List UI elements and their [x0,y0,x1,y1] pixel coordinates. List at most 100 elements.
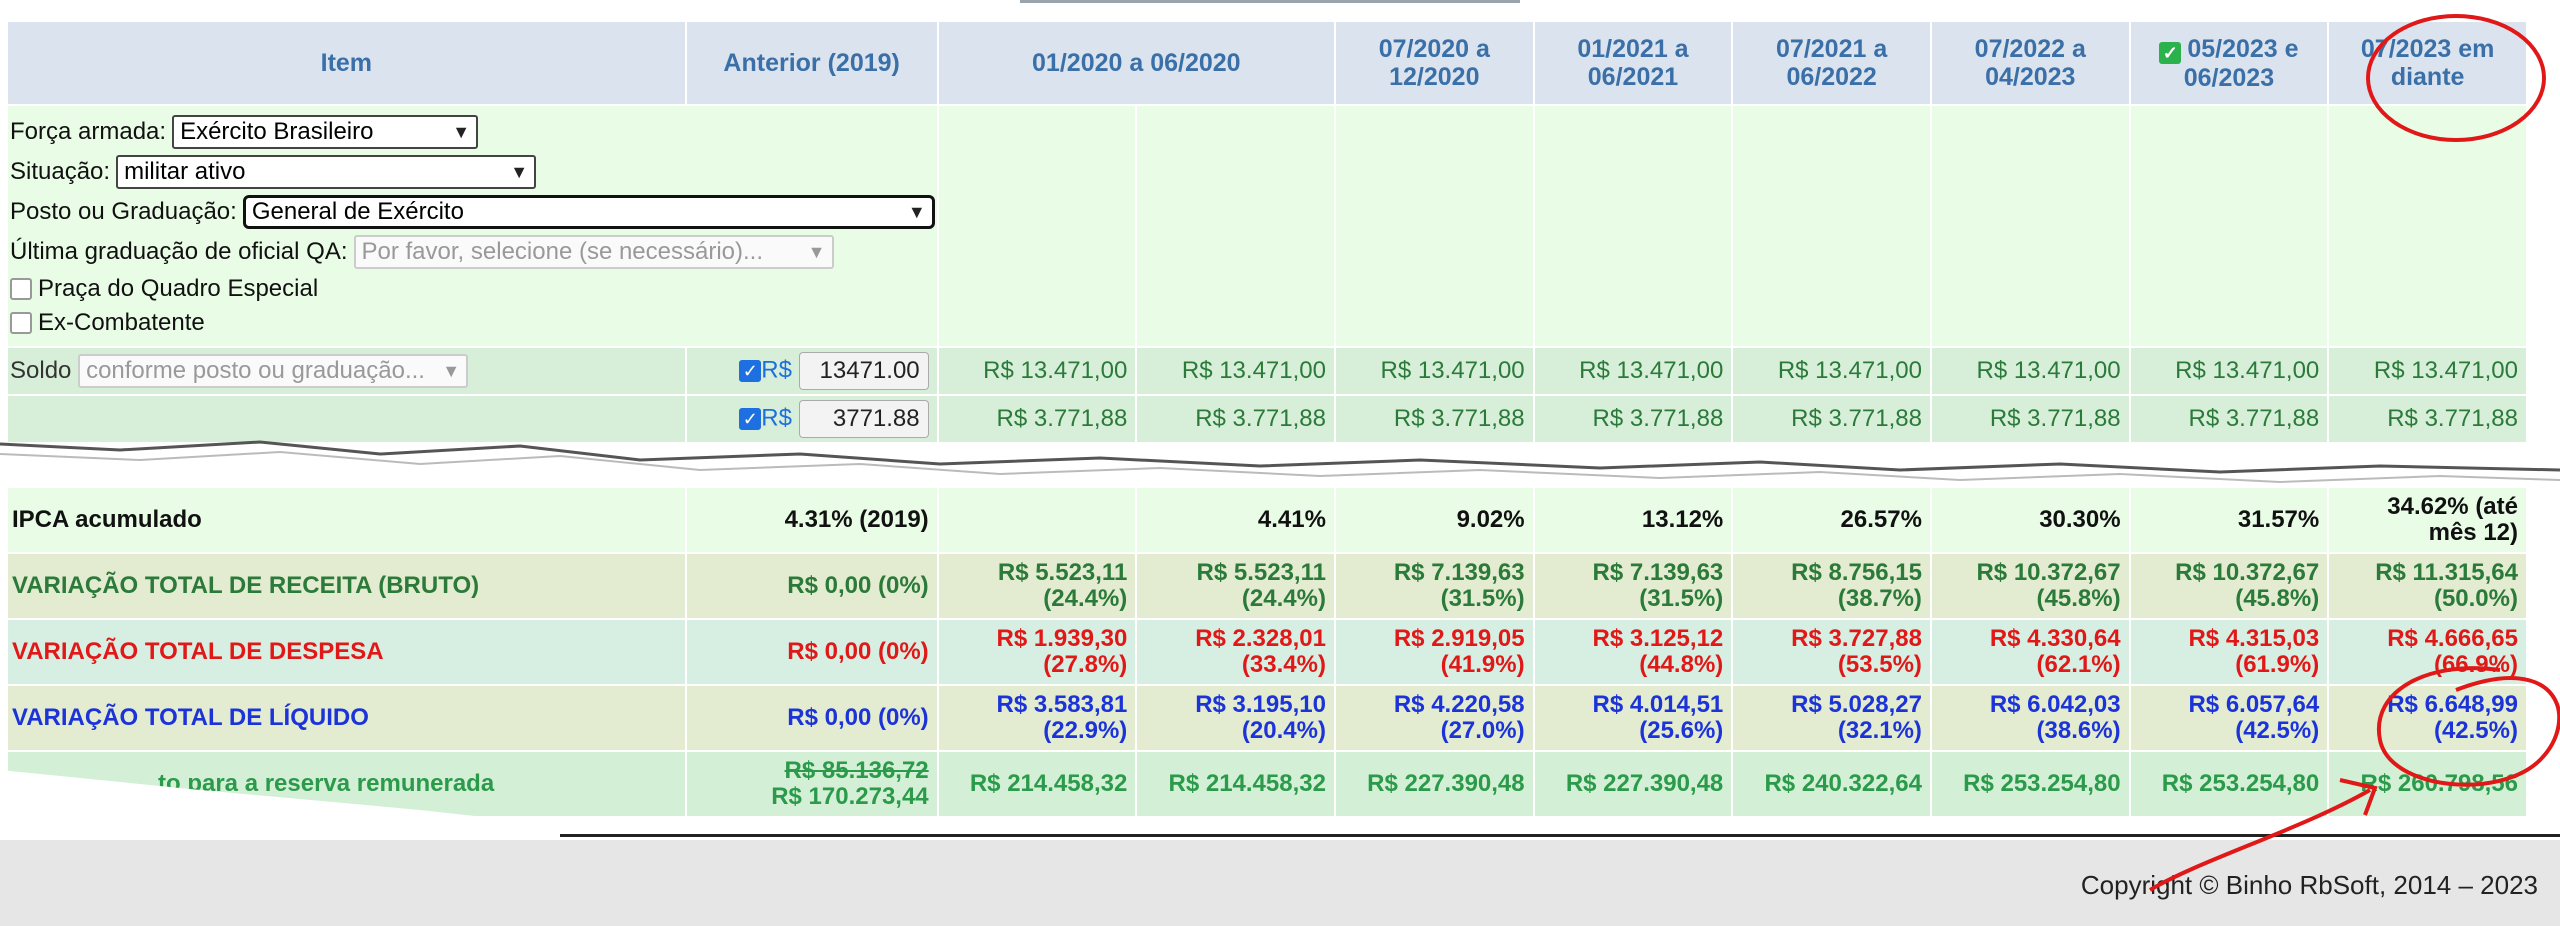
currency-label: R$ [761,404,792,432]
receita-amount: R$ 7.139,63 [1393,559,1525,586]
liquido-amount: R$ 6.648,99 [2387,691,2518,718]
chevron-down-icon: ▼ [807,242,826,262]
soldo-label: Soldo [10,357,72,384]
ipca-label: IPCA acumulado [8,488,685,552]
receita-amount: R$ 8.756,15 [1791,559,1922,586]
form-empty [938,106,1136,346]
reserva-value: R$ 253.254,80 [1931,752,2129,816]
ipca-value: 30.30% [1931,488,2129,552]
posto-value: General de Exército [251,198,464,225]
salary-comparison-table: Item Anterior (2019) 01/2020 a 06/2020 0… [6,20,2528,444]
soldo-input[interactable]: 13471.00 [798,352,929,390]
chevron-down-icon: ▼ [510,162,529,182]
liquido-value: R$ 6.042,03 (38.6%) [1931,686,2129,750]
adicional-value: R$ 3.771,88 [1534,396,1732,442]
liquido-amount: R$ 5.028,27 [1791,691,1922,718]
despesa-row: VARIAÇÃO TOTAL DE DESPESA R$ 0,00 (0%) R… [8,620,2526,684]
despesa-pct: (53.5%) [1837,651,1922,678]
liquido-pct: (32.1%) [1837,717,1922,744]
receita-amount: R$ 10.372,67 [1976,559,2121,586]
checked-icon[interactable]: ✓ [2159,41,2182,64]
liquido-row: VARIAÇÃO TOTAL DE LÍQUIDO R$ 0,00 (0%) R… [8,686,2526,750]
col-header-2023-05-label: 05/2023 e 06/2023 [2183,34,2299,92]
adicional-label-cell [8,396,685,442]
forca-select[interactable]: Exército Brasileiro ▼ [172,115,479,149]
excombatente-label: Ex-Combatente [38,309,205,336]
adicional-input-cell: ✓ R$ 3771.88 [686,396,937,442]
posto-label: Posto ou Graduação: [10,198,237,225]
despesa-value: R$ 4.666,65 (66.9%) [2329,620,2526,684]
liquido-amount: R$ 3.195,10 [1195,691,1326,718]
situacao-value: militar ativo [124,158,246,185]
reserva-anterior: R$ 85.136,72 R$ 170.273,44 [686,752,937,816]
reserva-value: R$ 227.390,48 [1335,752,1533,816]
adicional-value: R$ 3.771,88 [2130,396,2328,442]
despesa-amount: R$ 4.666,65 [2387,625,2518,652]
soldo-value: R$ 13.471,00 [1931,348,2129,394]
ipca-value: 34.62% (até mês 12) [2329,488,2526,552]
col-header-2022: 07/2022 a 04/2023 [1931,22,2129,104]
ipca-value: 13.12% [1534,488,1732,552]
liquido-value: R$ 4.014,51 (25.6%) [1534,686,1732,750]
receita-value: R$ 7.139,63 (31.5%) [1335,554,1533,618]
despesa-value: R$ 2.919,05 (41.9%) [1335,620,1533,684]
forca-label: Força armada: [10,118,167,145]
receita-amount: R$ 11.315,64 [2375,559,2518,586]
receita-pct: (38.7%) [1837,585,1922,612]
ultima-select[interactable]: Por favor, selecione (se necessário)... ▼ [353,235,834,269]
soldo-value: R$ 13.471,00 [1137,348,1334,394]
torn-paper-divider [0,440,2560,500]
posto-select[interactable]: General de Exército ▼ [242,195,935,229]
despesa-value: R$ 1.939,30 (27.8%) [938,620,1136,684]
reserva-value: R$ 240.322,64 [1733,752,1930,816]
liquido-pct: (27.0%) [1440,717,1525,744]
excombatente-checkbox[interactable] [10,312,32,334]
adicional-value: R$ 3.771,88 [1335,396,1533,442]
currency-label: R$ [761,356,792,384]
liquido-pct: (42.5%) [2433,717,2518,744]
form-empty [1733,106,1930,346]
form-empty [1534,106,1732,346]
adicional-value: R$ 3.771,88 [1733,396,1930,442]
receita-pct: (45.8%) [2036,585,2121,612]
liquido-value: R$ 3.195,10 (20.4%) [1137,686,1334,750]
adicional-checkbox[interactable]: ✓ [739,408,762,431]
liquido-amount: R$ 6.057,64 [2188,691,2320,718]
footer [0,840,2560,926]
soldo-value: R$ 13.471,00 [1335,348,1533,394]
despesa-value: R$ 3.727,88 (53.5%) [1733,620,1930,684]
liquido-value: R$ 5.028,27 (32.1%) [1733,686,1930,750]
receita-value: R$ 10.372,67 (45.8%) [1931,554,2129,618]
adicional-input[interactable]: 3771.88 [798,400,929,438]
receita-amount: R$ 5.523,11 [1196,559,1326,586]
receita-pct: (31.5%) [1639,585,1724,612]
soldo-checkbox[interactable]: ✓ [739,360,762,383]
form-empty [1335,106,1533,346]
ipca-value: 26.57% [1733,488,1930,552]
ipca-value [938,488,1136,552]
adicional-row: ✓ R$ 3771.88 R$ 3.771,88 R$ 3.771,88 R$ 3… [8,396,2526,442]
liquido-pct: (38.6%) [2036,717,2121,744]
situacao-select[interactable]: militar ativo ▼ [116,155,537,189]
receita-pct: (24.4%) [1241,585,1326,612]
praca-checkbox[interactable] [10,278,32,300]
receita-value: R$ 10.372,67 (45.8%) [2130,554,2328,618]
liquido-amount: R$ 6.042,03 [1989,691,2121,718]
despesa-pct: (61.9%) [2235,651,2320,678]
receita-value: R$ 5.523,11 (24.4%) [938,554,1136,618]
ipca-value: 9.02% [1335,488,1533,552]
ipca-anterior: 4.31% (2019) [686,488,937,552]
reserva-value: R$ 227.390,48 [1534,752,1732,816]
soldo-value: R$ 13.471,00 [1733,348,1930,394]
col-header-2023-07: 07/2023 em diante [2329,22,2526,104]
receita-amount: R$ 5.523,11 [997,559,1128,586]
despesa-pct: (41.9%) [1440,651,1525,678]
liquido-pct: (20.4%) [1241,717,1326,744]
receita-anterior: R$ 0,00 (0%) [686,554,937,618]
receita-pct: (50.0%) [2433,585,2518,612]
soldo-label-cell: Soldo conforme posto ou graduação... ▼ [8,348,685,394]
liquido-pct: (22.9%) [1043,717,1128,744]
soldo-select[interactable]: conforme posto ou graduação... ▼ [78,354,469,388]
col-header-2023-05[interactable]: ✓ 05/2023 e 06/2023 [2130,22,2328,104]
forca-value: Exército Brasileiro [180,118,374,145]
